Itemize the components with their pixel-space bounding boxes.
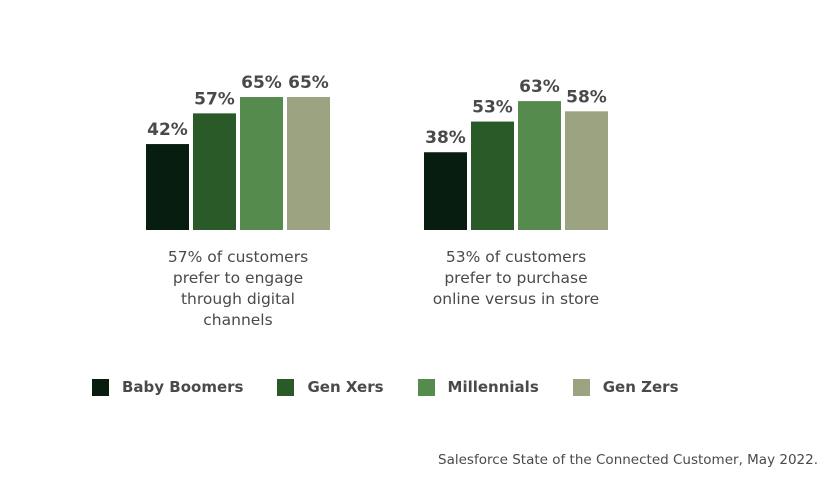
data-label-baby-boomers: 42% (147, 120, 188, 140)
chart-caption-line: prefer to purchase (444, 269, 587, 287)
bar-baby-boomers (146, 144, 189, 230)
data-label-baby-boomers: 38% (425, 128, 466, 148)
chart-caption-line: 57% of customers (168, 248, 308, 266)
bar-baby-boomers (424, 152, 467, 230)
data-label-gen-xers: 57% (194, 89, 235, 109)
legend-item-gen-zers: Gen Zers (572, 378, 679, 396)
bar-gen-zers (287, 97, 330, 230)
legend-label: Gen Xers (307, 378, 384, 396)
bar-gen-xers (193, 113, 236, 230)
legend-swatch (277, 378, 295, 396)
bar-millennials (518, 101, 561, 230)
bar-millennials (240, 97, 283, 230)
data-label-gen-zers: 65% (288, 73, 329, 93)
bar-chart-2: 38% 53% 63% 58% 53% of customers prefer to pu… (424, 77, 608, 308)
data-label-millennials: 63% (519, 77, 560, 97)
chart-caption-line: prefer to engage (173, 269, 303, 287)
bar-gen-zers (565, 111, 608, 230)
legend-item-baby-boomers: Baby Boomers (92, 378, 243, 396)
legend-swatch (572, 378, 590, 396)
chart-caption-line: through digital (181, 290, 295, 308)
legend-swatch (92, 378, 109, 396)
data-label-gen-xers: 53% (472, 98, 513, 118)
bar-gen-xers (471, 121, 514, 230)
legend-label: Baby Boomers (122, 378, 244, 396)
data-label-gen-zers: 58% (566, 87, 607, 107)
bar-chart-1: 42% 57% 65% 65% 57% of customers prefer to en… (146, 73, 330, 329)
chart-caption-line: 53% of customers (446, 248, 586, 266)
legend: Baby Boomers Gen Xers Millennials Gen Ze… (92, 378, 713, 396)
legend-label: Gen Zers (602, 378, 679, 396)
legend-item-gen-xers: Gen Xers (277, 378, 384, 396)
chart-caption-line: online versus in store (433, 290, 599, 308)
legend-label: Millennials (447, 378, 539, 396)
legend-item-millennials: Millennials (417, 378, 539, 396)
data-label-millennials: 65% (241, 73, 282, 93)
source-note: Salesforce State of the Connected Custom… (438, 452, 818, 468)
legend-swatch (417, 378, 435, 396)
chart-caption-line: channels (203, 311, 272, 329)
